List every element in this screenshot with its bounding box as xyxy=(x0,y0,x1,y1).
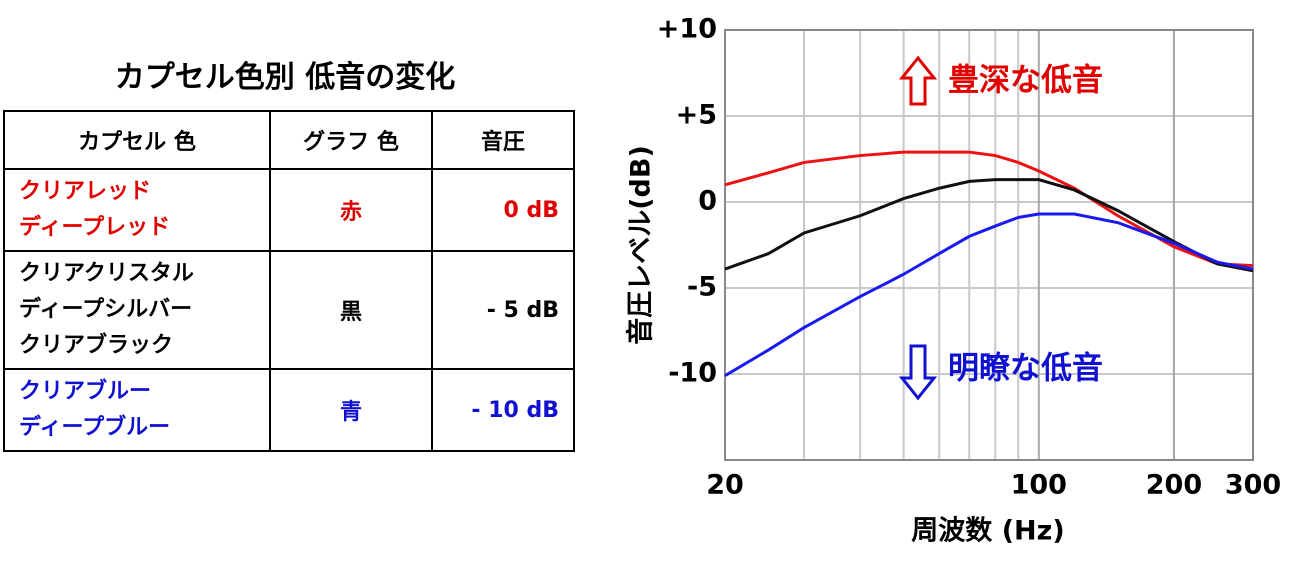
series-line xyxy=(724,178,1254,273)
y-tick-label: 0 xyxy=(698,186,717,217)
table-row: クリアレッド ディープレッド赤 0 dB xyxy=(3,168,575,252)
down-arrow xyxy=(898,344,938,401)
header-cell: カプセル 色 xyxy=(3,110,271,170)
series-line xyxy=(724,212,1254,378)
cell-line: クリアクリスタル xyxy=(19,261,194,286)
plot-frame xyxy=(724,29,1254,461)
header-row: カプセル 色グラフ 色音圧 xyxy=(3,110,575,170)
x-tick-label: 20 xyxy=(706,470,744,501)
table-cell: 0 dB xyxy=(431,168,575,252)
table-cell: - 5 dB xyxy=(431,250,575,370)
table-cell: 赤 xyxy=(269,168,433,252)
x-axis-label: 周波数 (Hz) xyxy=(911,516,1064,547)
y-tick-label: -10 xyxy=(668,358,717,389)
y-tick-label: +10 xyxy=(657,14,717,45)
y-axis-label: 音圧レベル(dB) xyxy=(625,145,657,345)
table-cell: クリアレッド ディープレッド xyxy=(3,168,271,252)
x-tick-label: 100 xyxy=(1011,470,1067,501)
table-row: クリアクリスタル ディープシルバー クリアブラック黒 - 5 dB xyxy=(3,250,575,370)
x-tick-label: 300 xyxy=(1225,470,1281,501)
annotation: 明瞭な低音 xyxy=(948,351,1103,387)
table-row: クリアブルー ディープブルー青 - 10 dB xyxy=(3,368,575,452)
y-tick-label: +5 xyxy=(676,100,717,131)
table: カプセル 色グラフ 色音圧 クリアレッド ディープレッド赤 0 dB クリアクリスタルデ… xyxy=(3,110,575,452)
table-cell: クリアブルー ディープブルー xyxy=(3,368,271,452)
table-cell: クリアクリスタル ディープシルバー クリアブラック xyxy=(3,250,271,370)
table-cell: 青 xyxy=(269,368,433,452)
header-cell: グラフ 色 xyxy=(269,110,433,170)
annotation: 豊深な低音 xyxy=(948,63,1103,99)
up-arrow xyxy=(898,55,938,106)
x-tick-label: 200 xyxy=(1146,470,1202,501)
table-cell: - 10 dB xyxy=(431,368,575,452)
cell-line: ディープレッド xyxy=(19,215,171,240)
cell-line: ディープブルー xyxy=(19,415,171,440)
cell-line: クリアブラック xyxy=(19,333,174,358)
cell-line: クリアブルー xyxy=(19,379,152,404)
header-cell: 音圧 xyxy=(431,110,575,170)
y-tick-label: -5 xyxy=(687,272,717,303)
cell-line: クリアレッド xyxy=(19,179,152,204)
table-cell: 黒 xyxy=(269,250,433,370)
table-title: カプセル色別 低音の変化 xyxy=(114,60,456,95)
cell-line: ディープシルバー xyxy=(19,297,193,322)
